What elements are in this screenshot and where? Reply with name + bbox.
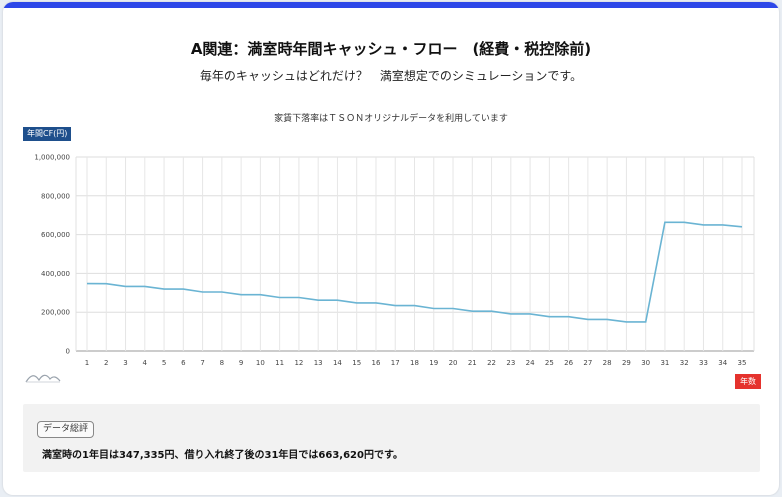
x-tick-label: 32 xyxy=(680,359,689,367)
x-tick-label: 21 xyxy=(468,359,477,367)
x-tick-label: 17 xyxy=(391,359,400,367)
top-accent-bar xyxy=(3,2,779,8)
x-tick-label: 5 xyxy=(162,359,166,367)
x-tick-label: 4 xyxy=(143,359,148,367)
x-tick-label: 22 xyxy=(487,359,496,367)
x-tick-label: 30 xyxy=(641,359,650,367)
x-tick-label: 25 xyxy=(545,359,554,367)
x-tick-label: 12 xyxy=(294,359,303,367)
x-tick-label: 33 xyxy=(699,359,708,367)
chart-title: 家賃下落率はＴＳＯＮオリジナルデータを利用しています xyxy=(274,114,508,124)
x-tick-label: 34 xyxy=(718,359,727,367)
x-tick-label: 10 xyxy=(256,359,265,367)
y-axis-label: 年間CF(円) xyxy=(23,127,72,141)
x-tick-label: 28 xyxy=(603,359,612,367)
x-tick-label: 29 xyxy=(622,359,631,367)
y-tick-label: 600,000 xyxy=(41,231,70,239)
x-tick-label: 31 xyxy=(660,359,669,367)
x-tick-label: 20 xyxy=(449,359,458,367)
x-tick-label: 23 xyxy=(506,359,515,367)
x-tick-label: 7 xyxy=(200,359,204,367)
x-tick-label: 9 xyxy=(239,359,243,367)
x-tick-label: 8 xyxy=(220,359,224,367)
x-tick-label: 2 xyxy=(104,359,108,367)
summary-tag: データ総評 xyxy=(37,421,95,438)
x-tick-label: 18 xyxy=(410,359,419,367)
page-subtitle: 毎年のキャッシュはどれだけ？ 満室想定でのシミュレーションです。 xyxy=(199,69,583,83)
y-tick-label: 800,000 xyxy=(41,192,70,200)
x-tick-label: 16 xyxy=(372,359,381,367)
summary-text: 満室時の1年目は347,335円、借り入れ終了後の31年目では663,620円で… xyxy=(42,450,403,461)
x-axis-label: 年数 xyxy=(735,374,761,389)
x-tick-label: 13 xyxy=(314,359,323,367)
chart-card: A関連：満室時年間キャッシュ・フロー (経費・税控除前) 毎年のキャッシュはどれ… xyxy=(3,2,779,495)
page-title: A関連：満室時年間キャッシュ・フロー (経費・税控除前) xyxy=(190,40,592,58)
x-tick-label: 27 xyxy=(583,359,592,367)
x-tick-label: 19 xyxy=(429,359,438,367)
x-tick-labels: 1 2 3 4 5 6 7 8 9 10 11 12 13 14 15 16 17 18 19 20 21 22 23 24 2… xyxy=(85,359,747,367)
x-tick-label: 24 xyxy=(526,359,535,367)
x-tick-label: 26 xyxy=(564,359,573,367)
x-tick-label: 3 xyxy=(123,359,127,367)
logo-icon xyxy=(25,374,61,383)
x-tick-label: 11 xyxy=(275,359,284,367)
series-line xyxy=(86,221,743,323)
summary-panel: データ総評 満室時の1年目は347,335円、借り入れ終了後の31年目では663… xyxy=(23,404,760,472)
x-tick-label: 6 xyxy=(181,359,186,367)
chart-grid xyxy=(75,156,755,352)
line-chart: 0 200,000 400,000 600,000 800,000 1,000,000 1… xyxy=(34,154,755,367)
x-tick-label: 15 xyxy=(352,359,361,367)
x-tick-label: 35 xyxy=(738,359,747,367)
x-tick-label: 14 xyxy=(333,359,342,367)
y-tick-label: 0 xyxy=(66,348,70,356)
y-tick-label: 400,000 xyxy=(41,270,70,278)
y-tick-label: 1,000,000 xyxy=(34,154,70,162)
y-tick-label: 200,000 xyxy=(41,309,70,317)
y-tick-labels: 0 200,000 400,000 600,000 800,000 1,000,000 xyxy=(34,154,70,356)
x-tick-label: 1 xyxy=(85,359,89,367)
